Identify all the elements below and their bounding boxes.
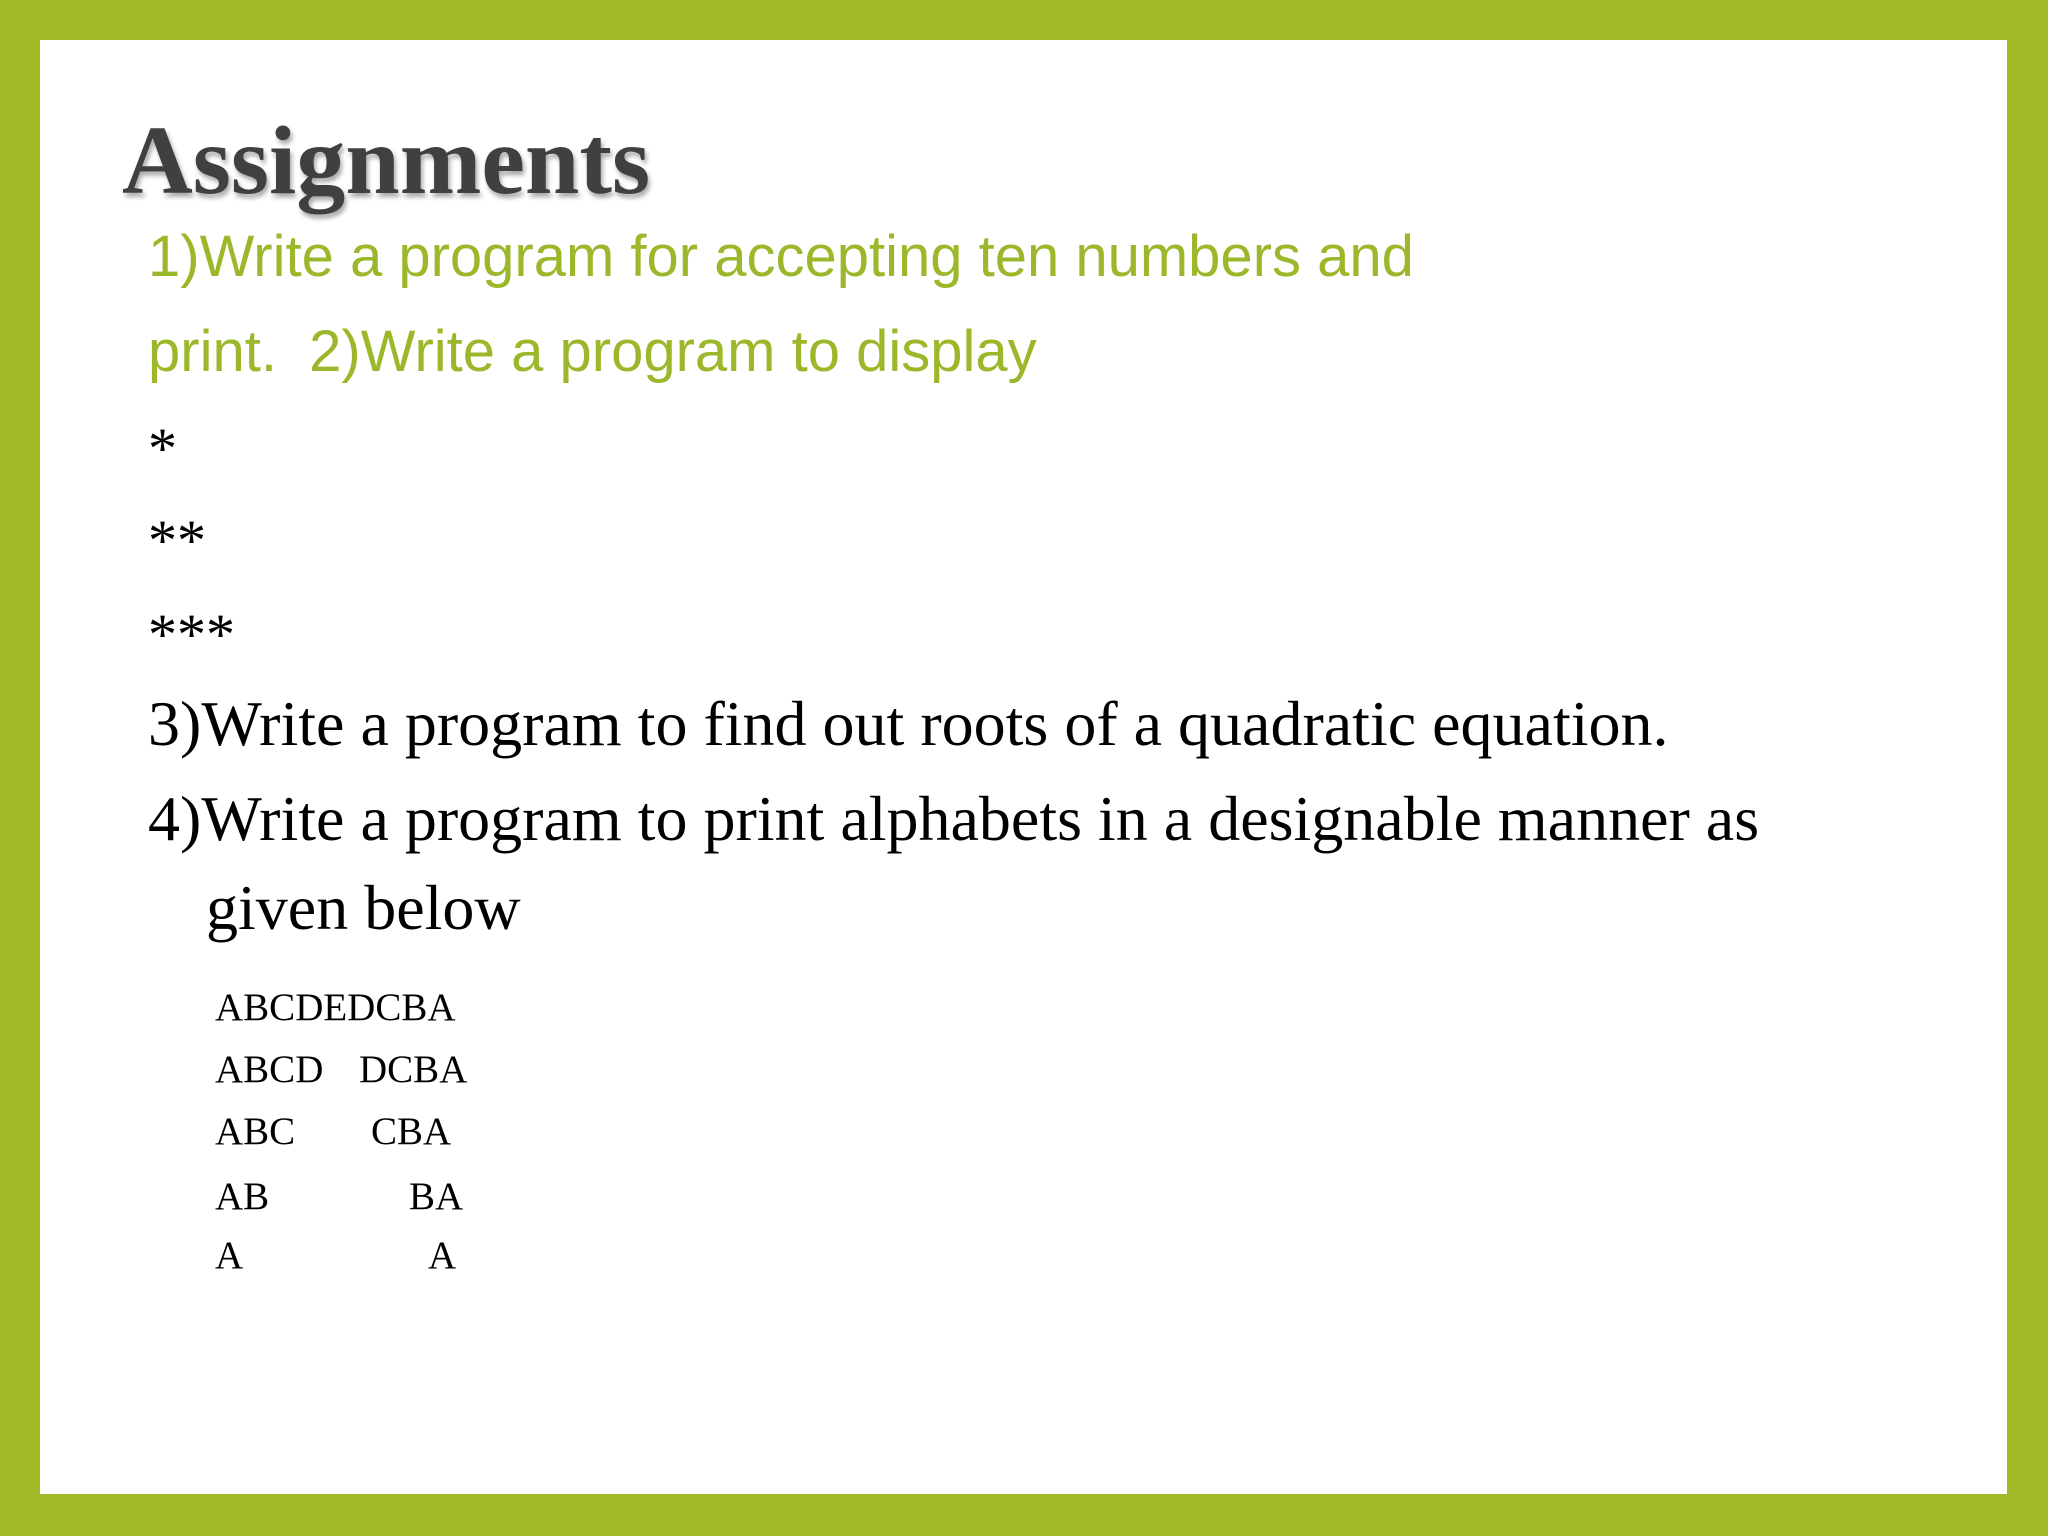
slide-title: Assignments (122, 107, 651, 215)
star-row-1: * (148, 416, 177, 481)
pattern-row-2-right: DCBA (359, 1048, 468, 1091)
slide (40, 40, 2007, 1494)
pattern-row-5-right: A (428, 1234, 457, 1277)
assignment-4-line2: given below (206, 872, 521, 943)
pattern-row-3-left: ABC (215, 1110, 296, 1153)
pattern-row-3-right: CBA (371, 1110, 452, 1153)
pattern-row-2-left: ABCD (215, 1048, 324, 1091)
assignment-3: 3)Write a program to find out roots of a… (148, 688, 1669, 759)
star-row-2: ** (148, 508, 206, 573)
pattern-row-5-left: A (215, 1234, 244, 1277)
assignment-2-line: print. 2)Write a program to display (148, 319, 1037, 384)
pattern-row-1-left: ABCDEDCBA (215, 986, 456, 1029)
star-row-3: *** (148, 602, 235, 667)
assignment-4-line1: 4)Write a program to print alphabets in … (148, 783, 1760, 854)
pattern-row-4-right: BA (409, 1175, 464, 1218)
assignment-1-line: 1)Write a program for accepting ten numb… (148, 224, 1414, 289)
pattern-row-4-left: AB (215, 1175, 270, 1218)
